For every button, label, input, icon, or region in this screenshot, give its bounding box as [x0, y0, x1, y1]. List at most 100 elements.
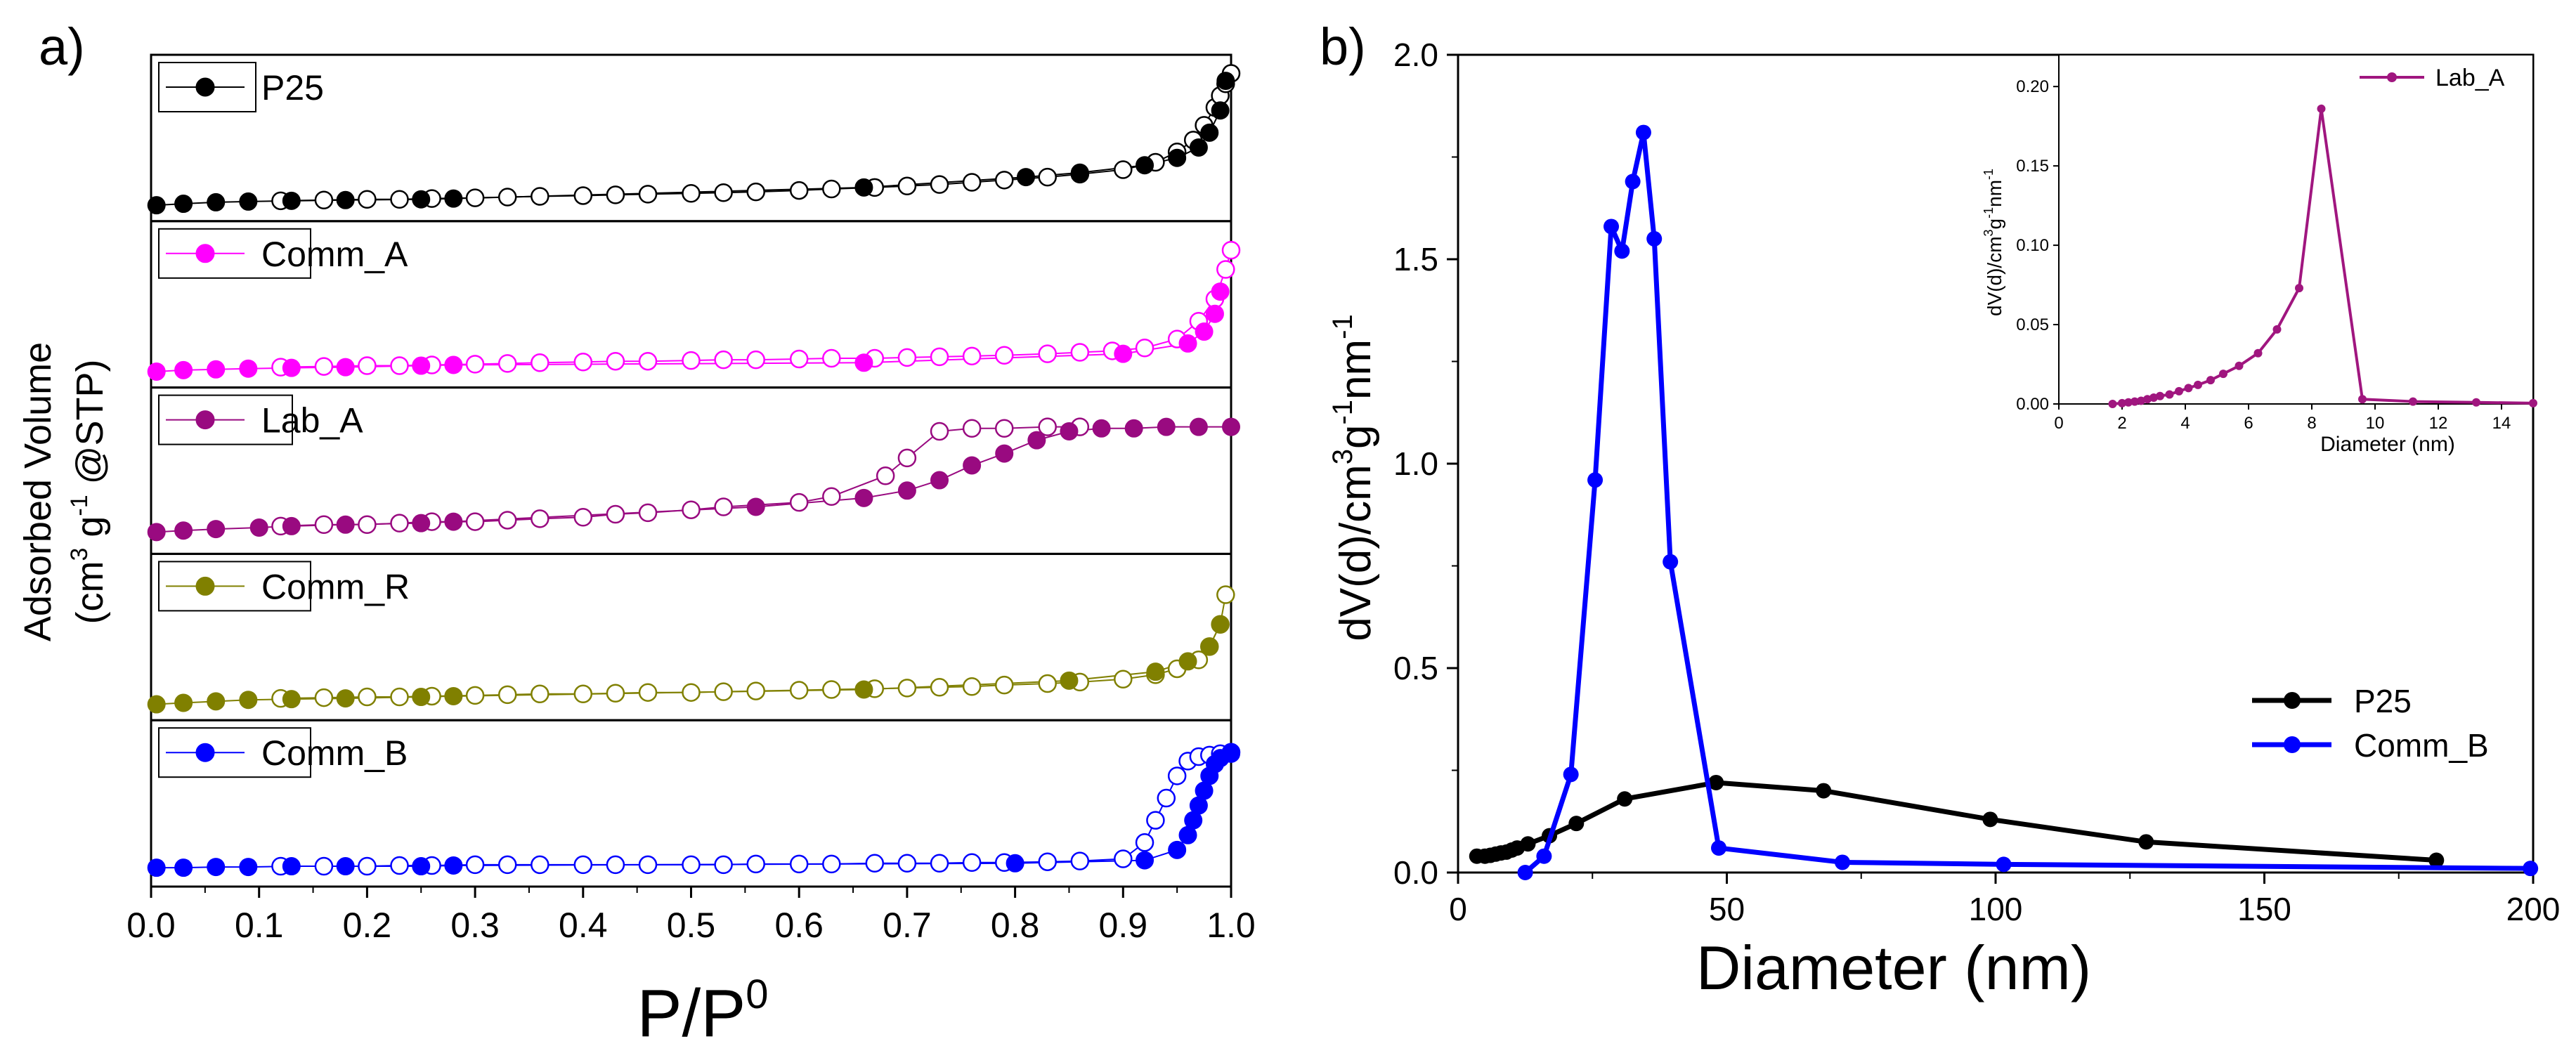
desorption-point [1038, 417, 1057, 436]
legend-label-p25: P25 [261, 68, 324, 107]
desorption-point [573, 507, 593, 527]
x-tick-label: 0.6 [774, 906, 824, 945]
desorption-point [465, 512, 485, 531]
x-tick-label: 1.0 [1206, 906, 1256, 945]
legend-label-comm-b: Comm_B [2354, 727, 2489, 764]
x-tick-label: 0.8 [991, 906, 1040, 945]
desorption-point [314, 515, 334, 535]
strip-comm-b: Comm_B [147, 719, 1241, 888]
desorption-point [638, 855, 658, 875]
desorption-point [358, 687, 377, 707]
legend-marker-lab-a [195, 410, 215, 430]
adsorption-point [147, 858, 166, 877]
series-point-comm-b [1625, 174, 1641, 190]
strip-lab-a: Lab_A [147, 386, 1240, 555]
desorption-point [746, 854, 765, 874]
inset-series-point [2206, 376, 2215, 385]
legend-p25: P25 [158, 62, 324, 112]
y-tick-label: 0.0 [1393, 854, 1438, 891]
inset-series-point [2358, 395, 2367, 404]
inset-y-tick-label: 0.05 [2016, 315, 2049, 334]
adsorption-point [1114, 344, 1133, 363]
desorption-point [789, 349, 809, 369]
inset-series-point [2184, 384, 2193, 393]
inset-series-point [2165, 390, 2174, 399]
desorption-point [822, 348, 841, 368]
desorption-point [789, 854, 809, 874]
desorption-point [1221, 240, 1241, 260]
strip-comm-r: Comm_R [147, 552, 1235, 721]
desorption-point [638, 185, 658, 204]
desorption-point [390, 190, 409, 209]
series-point-comm-b [1604, 218, 1620, 235]
panel-b-ylabel: dV(d)/cm3g-1nm-1 [1327, 314, 1380, 641]
adsorption-point [147, 695, 166, 714]
desorption-point [897, 448, 917, 468]
adsorption-point [282, 516, 301, 535]
desorption-line-lab-a [280, 426, 1080, 527]
adsorption-point [174, 360, 193, 379]
desorption-point [314, 357, 334, 376]
inset-series-point [2295, 284, 2303, 293]
desorption-point [573, 186, 593, 205]
legend-marker-comm-r [195, 576, 215, 596]
series-point-comm-b [2523, 861, 2539, 877]
desorption-point [465, 355, 485, 374]
desorption-point [822, 179, 841, 199]
inset-xlabel: Diameter (nm) [2320, 433, 2455, 456]
legend-comm-r: Comm_R [158, 561, 410, 612]
inset-y-tick-label: 0.00 [2016, 395, 2049, 414]
adsorption-point [412, 190, 431, 209]
desorption-point [314, 190, 334, 210]
desorption-point [573, 855, 593, 875]
desorption-point [390, 514, 409, 533]
desorption-point [390, 356, 409, 375]
adsorption-point [336, 689, 355, 708]
adsorption-point [444, 355, 463, 374]
panel-b-legend: P25 Comm_B [2252, 683, 2489, 764]
desorption-point [994, 675, 1014, 695]
panel-b-label: b) [1320, 18, 1366, 76]
series-point-p25 [1982, 811, 1998, 828]
desorption-point [606, 684, 625, 703]
adsorption-point [854, 680, 873, 699]
adsorption-point [1016, 168, 1035, 187]
adsorption-point [1124, 419, 1143, 438]
x-tick-label: 0 [1449, 891, 1467, 927]
adsorption-point [746, 497, 765, 516]
desorption-point [1114, 670, 1133, 688]
adsorption-point [1146, 662, 1165, 681]
adsorption-point [444, 512, 463, 531]
adsorption-point [207, 520, 226, 539]
desorption-point [358, 515, 377, 535]
adsorption-point [1211, 615, 1230, 634]
legend-label-lab-a: Lab_A [261, 401, 363, 440]
legend-label-comm-b: Comm_B [261, 733, 408, 773]
desorption-point [714, 497, 733, 516]
panel-a-ylabel-line2: (cm3 g-1 @STP) [66, 360, 111, 625]
adsorption-point [249, 518, 268, 537]
y-tick-label: 2.0 [1393, 37, 1438, 73]
adsorption-point [336, 190, 355, 209]
adsorption-point [1136, 156, 1154, 175]
desorption-point [1167, 766, 1187, 785]
desorption-point [606, 855, 625, 875]
adsorption-point [282, 690, 301, 709]
adsorption-point [930, 471, 949, 490]
desorption-point [497, 354, 517, 373]
series-point-comm-b [1646, 230, 1663, 247]
desorption-point [822, 487, 841, 506]
adsorption-point [1211, 101, 1230, 120]
desorption-point [531, 684, 549, 704]
y-tick-label: 1.5 [1393, 241, 1438, 277]
inset-legend-label: Lab_A [2435, 65, 2505, 91]
x-tick-label: 200 [2506, 891, 2561, 927]
desorption-point [789, 681, 809, 700]
desorption-point [897, 854, 917, 873]
adsorption-point [1157, 417, 1176, 436]
desorption-point [962, 677, 982, 696]
desorption-point [1114, 849, 1133, 868]
desorption-point [1038, 344, 1057, 363]
series-point-comm-b [1834, 854, 1850, 870]
adsorption-point [147, 362, 166, 381]
